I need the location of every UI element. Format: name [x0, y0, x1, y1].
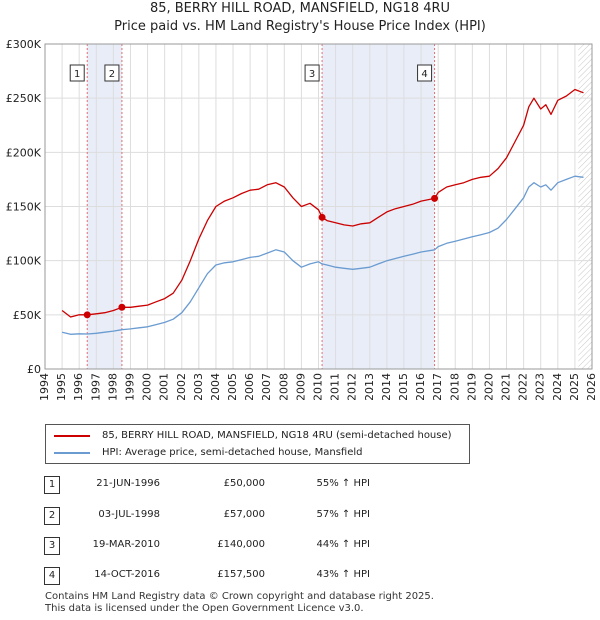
transaction-hpi: 44% ↑ HPI	[316, 539, 370, 550]
x-tick-label: 2015	[397, 373, 410, 400]
y-tick-label: £150K	[6, 201, 42, 214]
transaction-date: 14-OCT-2016	[94, 569, 160, 580]
x-tick-label: 2011	[329, 373, 342, 400]
legend-swatch-property	[54, 435, 90, 437]
x-tick-label: 1997	[89, 373, 102, 400]
x-tick-label: 1995	[55, 373, 68, 400]
x-tick-label: 2003	[192, 373, 205, 400]
x-tick-label: 2022	[517, 373, 530, 400]
marker-label: 3	[309, 69, 315, 80]
transaction-price: £157,500	[217, 569, 265, 580]
y-tick-label: £0	[27, 363, 41, 376]
x-tick-label: 2008	[277, 373, 290, 400]
marker-label: 1	[74, 69, 80, 80]
marker-label-box	[69, 64, 85, 82]
marker-label-box	[304, 64, 320, 82]
x-tick-label: 2024	[551, 373, 564, 400]
y-tick-label: £250K	[6, 92, 42, 105]
transaction-hpi: 55% ↑ HPI	[316, 478, 370, 489]
y-tick-label: £200K	[6, 146, 42, 159]
x-tick-label: 2014	[380, 373, 393, 400]
price-chart: £0 £50K £100K £150K £200K £250K £300K 1994 1995 1…	[6, 38, 598, 400]
marker-label-box	[417, 64, 433, 82]
x-tick-label: 2013	[363, 373, 376, 400]
transaction-price: £57,000	[223, 509, 265, 520]
x-tick-label: 2021	[500, 373, 513, 400]
sale-point	[83, 311, 91, 319]
transaction-row: 3 19-MAR-2010 £140,000 44% ↑ HPI	[0, 537, 600, 557]
transaction-date: 03-JUL-1998	[98, 509, 160, 520]
x-tick-label: 2001	[158, 373, 171, 400]
x-tick-label: 1998	[106, 373, 119, 400]
x-tick-label: 2020	[482, 373, 495, 400]
chart-title: 85, BERRY HILL ROAD, MANSFIELD, NG18 4RU	[149, 1, 451, 16]
y-tick-label: £100K	[6, 255, 42, 268]
transaction-row: 4 14-OCT-2016 £157,500 43% ↑ HPI	[0, 567, 600, 587]
x-tick-label: 2010	[312, 373, 325, 400]
legend-swatch-hpi	[54, 452, 90, 454]
x-tick-label: 2005	[226, 373, 239, 400]
transaction-row: 2 03-JUL-1998 £57,000 57% ↑ HPI	[0, 507, 600, 527]
marker-label: 2	[109, 69, 115, 80]
sale-point	[431, 194, 439, 202]
transaction-hpi: 43% ↑ HPI	[316, 569, 370, 580]
x-tick-label: 2007	[260, 373, 273, 400]
x-tick-label: 2026	[585, 373, 598, 400]
x-tick-label: 1999	[123, 373, 136, 400]
legend-label-hpi: HPI: Average price, semi-detached house,…	[102, 447, 363, 458]
transaction-hpi: 57% ↑ HPI	[316, 509, 370, 520]
x-tick-label: 1996	[72, 373, 85, 400]
transaction-price: £50,000	[223, 478, 265, 489]
x-tick-label: 1994	[38, 373, 51, 400]
hpi-line	[61, 175, 584, 335]
plot-frame	[44, 43, 593, 370]
legend: 85, BERRY HILL ROAD, MANSFIELD, NG18 4RU…	[45, 424, 470, 464]
marker-label: 4	[421, 69, 427, 80]
transaction-number: 1	[44, 476, 60, 494]
x-tick-label: 2018	[448, 373, 461, 400]
sale-point	[318, 213, 326, 221]
y-tick-label: £50K	[13, 309, 42, 322]
transaction-number: 2	[44, 507, 60, 525]
chart-subtitle: Price paid vs. HM Land Registry's House …	[114, 19, 486, 34]
x-tick-label: 2000	[141, 373, 154, 400]
x-tick-label: 2016	[414, 373, 427, 400]
transaction-row: 1 21-JUN-1996 £50,000 55% ↑ HPI	[0, 476, 600, 496]
transaction-number: 3	[44, 537, 60, 555]
x-tick-label: 2019	[465, 373, 478, 400]
y-tick-label: £300K	[6, 38, 42, 51]
x-tick-label: 2002	[175, 373, 188, 400]
property-price-line	[61, 88, 584, 318]
x-tick-label: 2023	[534, 373, 547, 400]
x-tick-label: 2009	[294, 373, 307, 400]
x-tick-label: 2017	[431, 373, 444, 400]
x-tick-label: 2006	[243, 373, 256, 400]
transaction-date: 19-MAR-2010	[92, 539, 160, 550]
marker-label-box	[104, 64, 120, 82]
footer-licence: This data is licensed under the Open Gov…	[45, 603, 364, 614]
x-tick-label: 2012	[346, 373, 359, 400]
x-tick-label: 2025	[568, 373, 581, 400]
footer-copyright: Contains HM Land Registry data © Crown c…	[45, 591, 434, 602]
transaction-price: £140,000	[217, 539, 265, 550]
sale-point	[118, 303, 126, 311]
transaction-date: 21-JUN-1996	[96, 478, 160, 489]
legend-label-property: 85, BERRY HILL ROAD, MANSFIELD, NG18 4RU…	[102, 430, 452, 441]
transaction-number: 4	[44, 567, 60, 585]
x-tick-label: 2004	[209, 373, 222, 400]
